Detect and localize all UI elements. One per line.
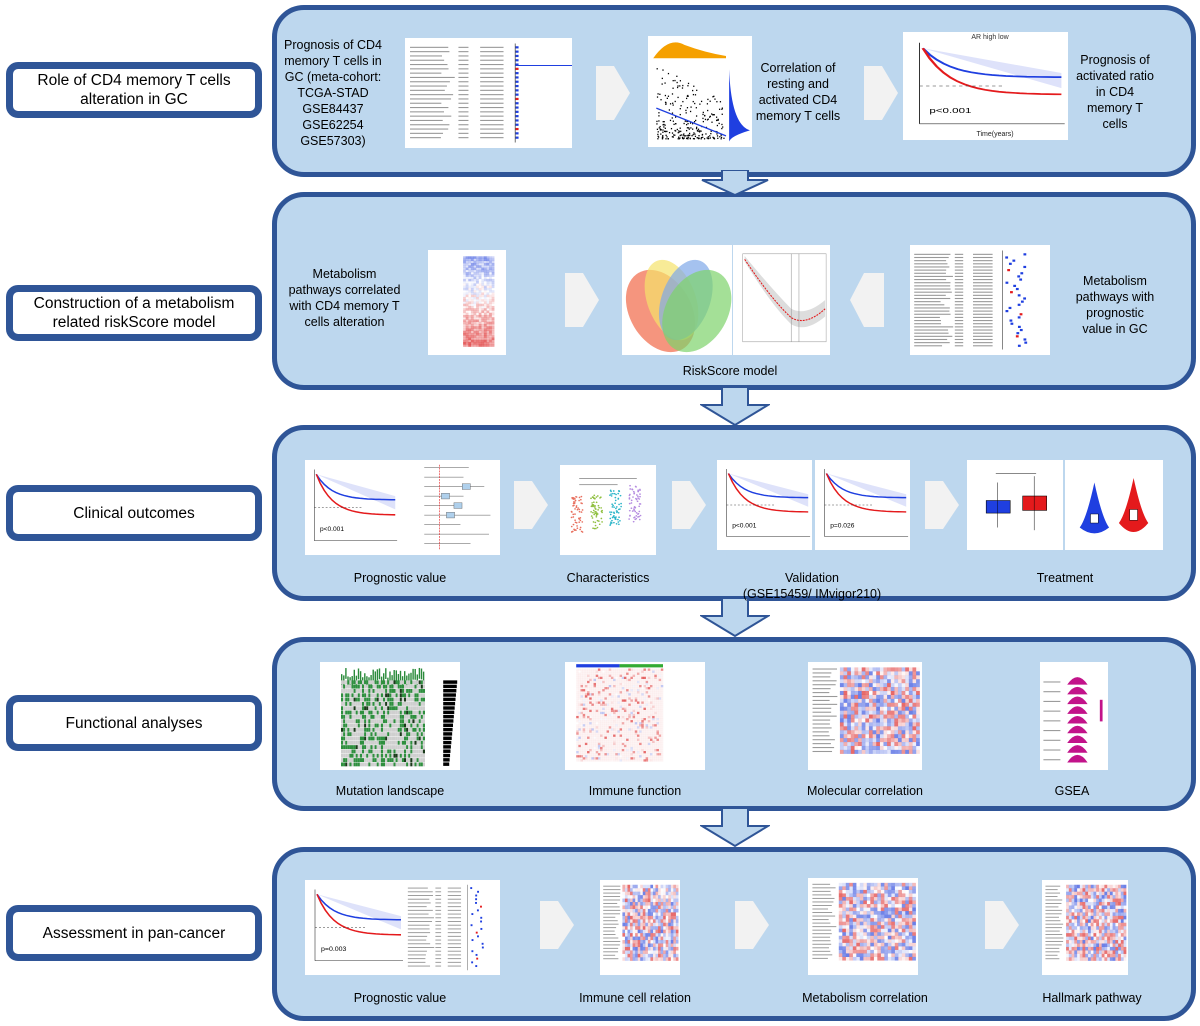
chevron-left-icon: [850, 255, 884, 345]
km-x-axis-label: Time(years): [976, 131, 1014, 138]
chevron-right-icon: [735, 885, 769, 965]
chevron-right-icon: [565, 255, 599, 345]
heatmap-thumbnail: [565, 662, 705, 770]
caption-validation: Validation (GSE15459/ IMvigor210): [742, 571, 882, 601]
violin-plot-thumbnail: [1065, 460, 1163, 550]
survival-curve-thumbnail: p=0.003: [305, 880, 405, 975]
correlation-heatmap-thumbnail: [808, 662, 922, 770]
chevron-right-icon: [864, 48, 898, 138]
stage-label-text: Functional analyses: [65, 714, 203, 732]
chevron-right-icon: [596, 48, 630, 138]
stage-label-riskscore: Construction of a metabolism related ris…: [6, 285, 262, 341]
survival-curve-thumbnail: p<0.001: [717, 460, 812, 550]
caption-treatment: Treatment: [1036, 571, 1094, 585]
caption-gsea: GSEA: [1054, 784, 1090, 798]
down-arrow-icon: [700, 387, 770, 427]
caption-pancancer-prognostic: Prognostic value: [353, 991, 447, 1005]
forest-plot-thumbnail: [910, 245, 1050, 355]
forest-plot-thumbnail: [405, 880, 500, 975]
boxplot-thumbnail: [967, 460, 1063, 550]
down-arrow-icon: [700, 808, 770, 848]
stage-label-clinical: Clinical outcomes: [6, 485, 262, 541]
chevron-right-icon: [985, 885, 1019, 965]
p-value-label: p=0.003: [321, 946, 347, 953]
caption-hallmark-pathway: Hallmark pathway: [1042, 991, 1142, 1005]
p-value-label: p<0.001: [929, 107, 971, 116]
down-arrow-icon: [701, 170, 769, 196]
correlation-heatmap-thumbnail: [600, 880, 680, 975]
text-prognosis-cd4: Prognosis of CD4 memory T cells in GC (m…: [284, 38, 382, 148]
caption-metabolism-correlation: Metabolism correlation: [802, 991, 928, 1005]
stage-label-text: Role of CD4 memory T cells alteration in…: [37, 72, 231, 108]
text-metabolism-prognostic: Metabolism pathways with prognostic valu…: [1075, 274, 1155, 336]
stage-label-pancancer: Assessment in pan-cancer: [6, 905, 262, 961]
caption-characteristics: Characteristics: [566, 571, 650, 585]
venn-diagram-thumbnail: [622, 245, 732, 355]
heatmap-thumbnail: [428, 250, 506, 355]
chevron-right-icon: [540, 885, 574, 965]
text-correlation: Correlation of resting and activated CD4…: [755, 61, 841, 123]
caption-mutation-landscape: Mutation landscape: [335, 784, 445, 798]
chevron-right-icon: [672, 465, 706, 545]
stage-label-text: Clinical outcomes: [73, 504, 195, 522]
km-legend: AR high low: [971, 34, 1009, 41]
correlation-heatmap-thumbnail: [1042, 880, 1128, 975]
oncoplot-thumbnail: [320, 662, 460, 770]
down-arrow-icon: [700, 598, 770, 638]
nomogram-thumbnail: [399, 460, 500, 555]
text-metabolism-correlated: Metabolism pathways correlated with CD4 …: [288, 267, 401, 329]
caption-molecular-correlation: Molecular correlation: [806, 784, 924, 798]
lasso-plot-thumbnail: [733, 245, 830, 355]
survival-curve-thumbnail: p<0.001: [305, 460, 399, 555]
caption-prognostic-value: Prognostic value: [353, 571, 447, 585]
stage-label-functional: Functional analyses: [6, 695, 262, 751]
survival-curve-thumbnail: p<0.001: [903, 32, 1068, 140]
stage-label-text: Assessment in pan-cancer: [42, 924, 226, 942]
gsea-ridge-thumbnail: [1040, 662, 1108, 770]
scatter-plot-thumbnail: [648, 36, 752, 147]
p-value-label: p=0.026: [830, 523, 855, 530]
p-value-label: p<0.001: [732, 523, 757, 530]
correlation-heatmap-thumbnail: [808, 878, 918, 975]
p-value-label: p<0.001: [320, 526, 344, 533]
caption-immune-cell-relation: Immune cell relation: [579, 991, 691, 1005]
text-prognosis-activated: Prognosis of activated ratio in CD4 memo…: [1076, 53, 1154, 131]
survival-curve-thumbnail: p=0.026: [815, 460, 910, 550]
stage-label-text: Construction of a metabolism related ris…: [33, 295, 235, 331]
boxplot-thumbnail: [560, 465, 656, 555]
stage-label-role: Role of CD4 memory T cells alteration in…: [6, 62, 262, 118]
chevron-right-icon: [925, 465, 959, 545]
chevron-right-icon: [514, 465, 548, 545]
caption-riskscore-model: RiskScore model: [682, 364, 778, 378]
caption-immune-function: Immune function: [588, 784, 682, 798]
forest-plot-thumbnail: [405, 38, 572, 148]
